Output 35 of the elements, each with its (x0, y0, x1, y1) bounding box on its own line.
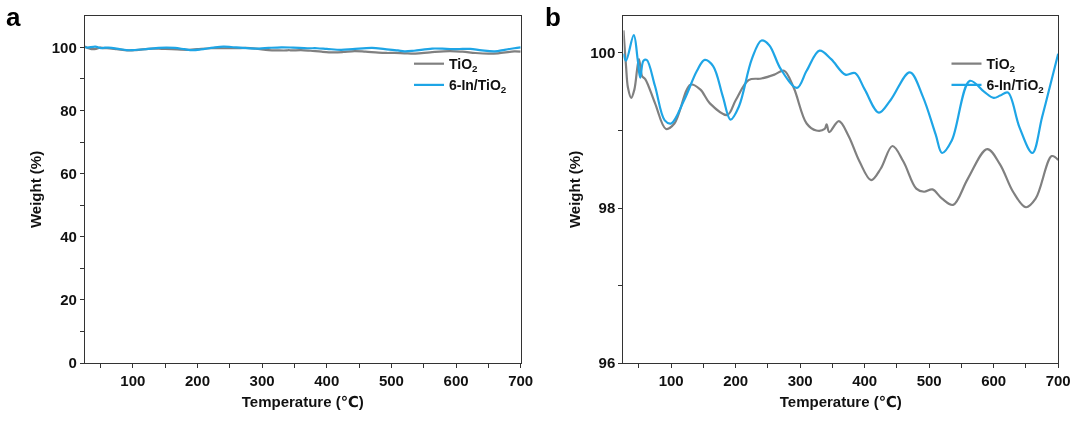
y-tick-label: 80 (60, 101, 77, 119)
x-tick-label: 400 (852, 372, 878, 390)
y-axis-title: Weight (%) (27, 150, 45, 229)
x-tick-label: 700 (1045, 372, 1071, 390)
x-tick-label: 200 (184, 372, 210, 390)
y-tick-label: 96 (598, 354, 616, 372)
x-tick-label: 100 (658, 372, 684, 390)
legend-label: 6-In/TiO$_{2}$ (448, 77, 507, 96)
line-series (623, 29, 1059, 209)
y-tick-label: 98 (598, 199, 616, 217)
legend-label: TiO$_{2}$ (986, 56, 1016, 75)
y-tick-label: 100 (590, 44, 616, 62)
chart-title: b (545, 2, 561, 32)
x-tick-label: 600 (981, 372, 1007, 390)
y-axis-title: Weight (%) (565, 150, 583, 229)
x-tick-label: 700 (508, 372, 534, 390)
legend-label: 6-In/TiO$_{2}$ (986, 77, 1045, 96)
y-tick-label: 100 (51, 38, 77, 56)
chart-title: a (6, 2, 21, 32)
x-tick-label: 100 (120, 372, 146, 390)
x-tick-label: 600 (443, 372, 469, 390)
legend-label: TiO$_{2}$ (448, 56, 479, 75)
x-tick-label: 400 (314, 372, 340, 390)
line-series (623, 33, 1059, 155)
y-tick-label: 20 (60, 291, 77, 309)
x-tick-label: 300 (787, 372, 813, 390)
x-tick-label: 300 (249, 372, 275, 390)
x-tick-label: 500 (916, 372, 942, 390)
x-axis-title: Temperature (℃) (779, 393, 902, 411)
x-tick-label: 500 (378, 372, 404, 390)
y-tick-label: 40 (60, 228, 77, 246)
y-tick-label: 0 (68, 354, 77, 372)
y-tick-label: 60 (60, 164, 77, 182)
x-tick-label: 200 (723, 372, 749, 390)
x-axis-title: Temperature (℃) (241, 393, 364, 411)
